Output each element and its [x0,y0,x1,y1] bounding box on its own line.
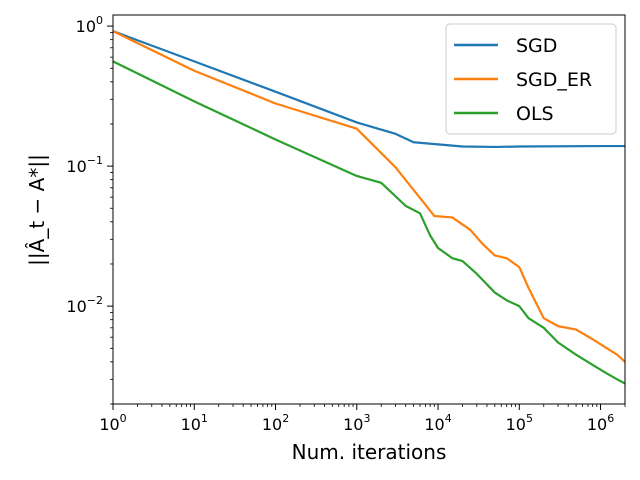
x-tick-label: 100 [99,412,126,434]
x-tick-label: 106 [587,412,614,434]
legend-label-sgd-er: SGD_ER [516,69,592,91]
y-tick-label: 10−2 [66,294,103,316]
x-tick-label: 103 [343,412,370,434]
x-tick-label: 104 [424,412,451,434]
x-tick-label: 105 [506,412,533,434]
y-axis-label: ||Â_t − A*|| [25,154,49,266]
y-tick-label: 10−1 [66,154,103,176]
legend-label-sgd: SGD [516,35,557,57]
x-axis-label: Num. iterations [292,440,447,464]
x-tick-label: 101 [181,412,208,434]
x-tick-label: 102 [262,412,289,434]
y-tick-label: 100 [76,14,103,36]
legend-label-ols: OLS [516,103,554,125]
legend: SGD SGD_ER OLS [446,24,616,134]
